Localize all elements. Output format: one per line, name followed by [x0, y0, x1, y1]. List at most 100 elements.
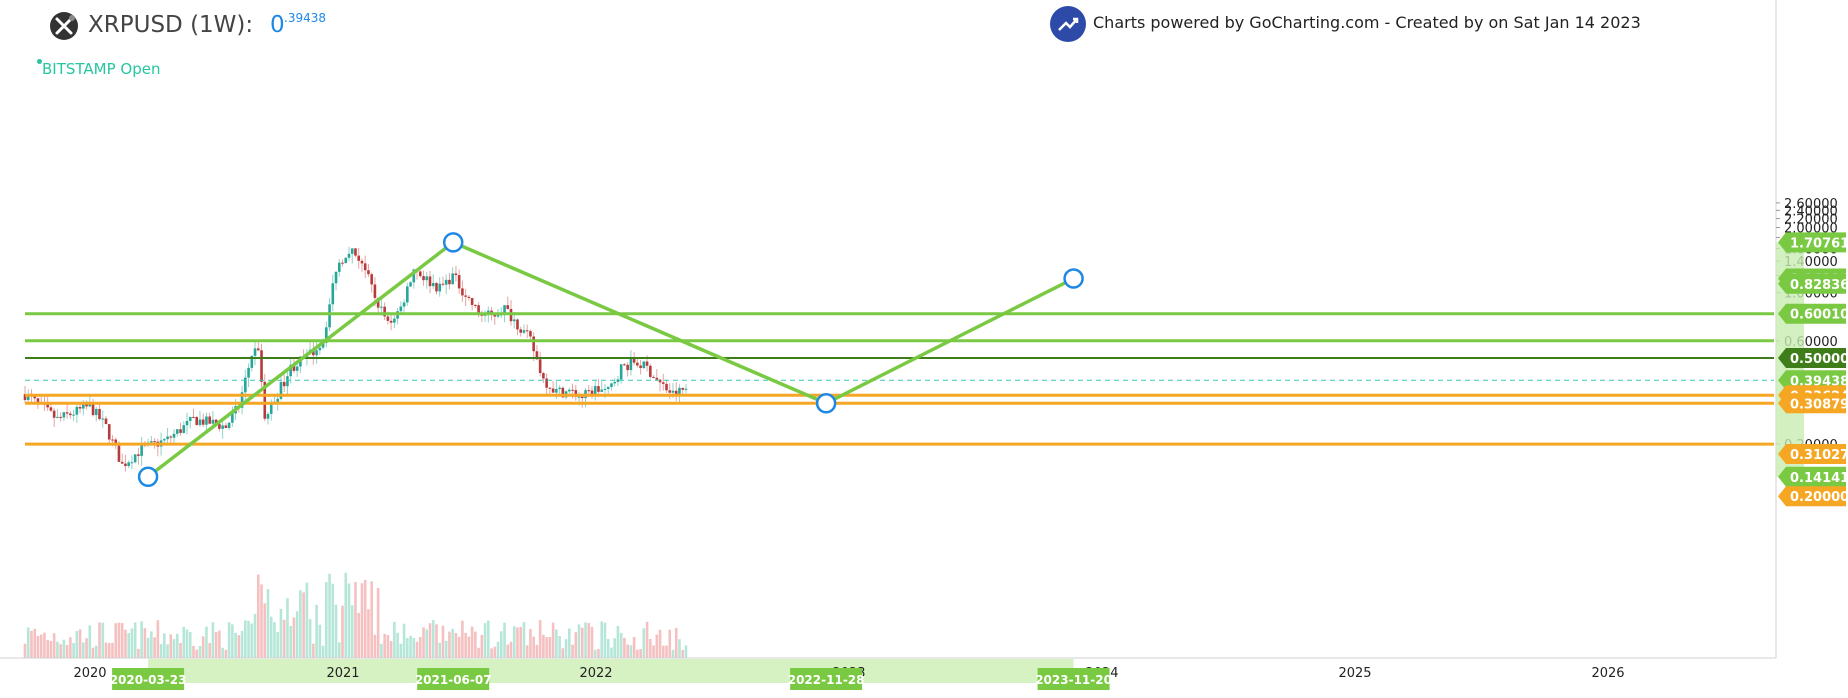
candle-body	[72, 414, 75, 416]
candle-body	[593, 386, 597, 395]
volume-bar	[221, 647, 224, 658]
volume-bar	[227, 622, 231, 658]
candle-body	[467, 296, 471, 299]
candle-body	[548, 387, 552, 389]
volume-bar	[91, 647, 95, 658]
candle-body	[26, 394, 30, 401]
candle-body	[286, 376, 289, 387]
volume-bar	[626, 644, 629, 658]
volume-bar	[409, 635, 412, 658]
volume-bar	[101, 622, 105, 658]
volume-bar	[52, 633, 56, 658]
status-dot-icon	[37, 59, 42, 64]
price-tick-label: 2.60000	[1784, 197, 1838, 212]
volume-bar	[548, 636, 552, 658]
volume-bar	[65, 645, 69, 658]
candle-body	[117, 445, 121, 462]
volume-bar	[88, 625, 92, 658]
candle-body	[493, 314, 497, 317]
candle-body	[441, 283, 445, 285]
candle-body	[133, 454, 137, 463]
volume-bar	[568, 628, 571, 658]
app-logo-icon	[50, 12, 78, 40]
candle-body	[276, 398, 280, 402]
price-tag	[1778, 273, 1846, 294]
candle-body	[613, 381, 616, 384]
candle-body	[250, 355, 254, 368]
candle-body	[350, 248, 354, 254]
volume-bar	[503, 622, 506, 658]
candle-body	[632, 358, 636, 363]
candle-body	[600, 389, 604, 392]
candle-body	[344, 257, 348, 264]
candle-body	[435, 282, 438, 292]
candle-body	[331, 283, 335, 305]
candle-body	[94, 408, 98, 416]
volume-bar	[532, 636, 535, 658]
volume-bar	[422, 627, 425, 658]
volume-bar	[464, 632, 467, 658]
price-tag-label: 0.31027	[1790, 448, 1848, 463]
volume-bar	[205, 626, 208, 658]
candle-body	[639, 365, 642, 369]
volume-bar	[681, 649, 685, 658]
candle-body	[85, 403, 88, 407]
volume-bar	[512, 626, 516, 658]
candle-body	[409, 282, 412, 287]
candle-body	[571, 389, 574, 391]
volume-bar	[114, 623, 118, 658]
volume-bar	[237, 635, 241, 658]
candle-body	[169, 436, 173, 438]
candle-body	[328, 304, 331, 328]
volume-bar	[402, 623, 406, 658]
volume-bar	[590, 626, 594, 658]
candle-body	[457, 275, 461, 289]
volume-bar	[130, 628, 134, 658]
volume-bar	[150, 631, 153, 658]
candle-body	[36, 398, 40, 403]
volume-bar	[444, 640, 448, 658]
candle-body	[425, 276, 429, 281]
price-tick-label: 2.20000	[1784, 213, 1838, 228]
volume-bar	[224, 649, 228, 658]
volume-bar	[574, 632, 578, 658]
volume-bar	[438, 642, 442, 658]
candle-body	[684, 388, 688, 390]
volume-bar	[457, 636, 461, 658]
volume-bar	[192, 645, 195, 658]
candle-body	[163, 439, 166, 441]
volume-bar	[305, 582, 309, 658]
volume-bar	[163, 633, 166, 658]
volume-bar	[597, 648, 600, 658]
candle-body	[260, 350, 263, 382]
candle-body	[231, 413, 234, 423]
volume-bar	[418, 636, 422, 658]
volume-bar	[584, 622, 587, 658]
volume-bar	[331, 583, 335, 658]
volume-bar	[30, 630, 33, 658]
candle-body	[295, 366, 299, 371]
volume-bar	[396, 632, 399, 658]
candle-body	[69, 413, 72, 416]
candle-body	[253, 348, 257, 356]
candle-body	[474, 304, 477, 306]
candle-body	[124, 463, 127, 467]
volume-bar	[94, 645, 98, 658]
volume-bar	[665, 645, 668, 658]
volume-bar	[153, 637, 156, 658]
candle-body	[82, 403, 85, 409]
volume-bar	[629, 645, 633, 658]
price-tag-label: 1.70761	[1790, 236, 1848, 251]
candle-body	[551, 388, 555, 393]
volume-bar	[551, 622, 555, 658]
candle-body	[470, 298, 474, 305]
zigzag-pattern	[137, 232, 1084, 488]
volume-bar	[169, 634, 173, 658]
volume-bar	[441, 625, 445, 658]
volume-bar	[166, 644, 169, 658]
candle-body	[33, 396, 37, 399]
candle-body	[227, 422, 231, 428]
exchange-status: BITSTAMP Open	[42, 60, 161, 78]
volume-bar	[367, 609, 370, 658]
